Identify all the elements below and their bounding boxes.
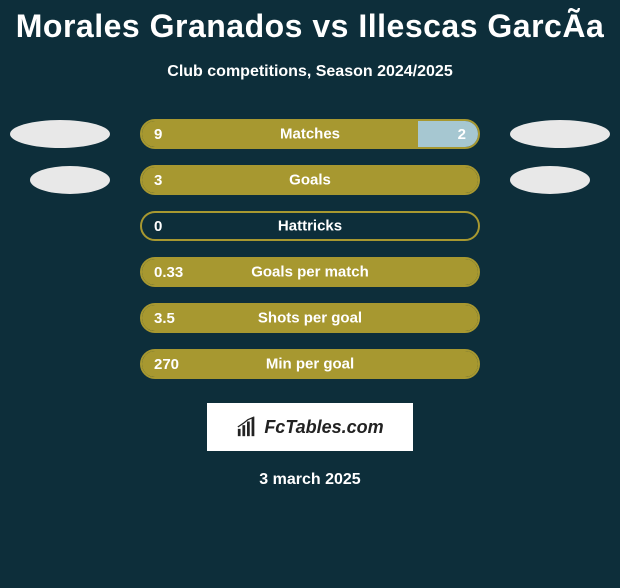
stat-value-left: 0.33 <box>142 264 183 281</box>
stat-bar-right <box>142 213 478 239</box>
player-logo-right <box>510 120 610 148</box>
stat-bar: 0.33Goals per match <box>140 257 480 287</box>
stat-row: 270Min per goal <box>0 349 620 379</box>
player-logo-left <box>10 120 110 148</box>
footer-logo-text: FcTables.com <box>264 417 383 438</box>
stat-bar-left: 270 <box>142 351 478 377</box>
page-subtitle: Club competitions, Season 2024/2025 <box>0 63 620 81</box>
stat-row: 3.5Shots per goal <box>0 303 620 333</box>
stat-row: 3Goals <box>0 165 620 195</box>
page-title: Morales Granados vs Illescas GarcÃ­a <box>0 8 620 45</box>
footer-date: 3 march 2025 <box>0 471 620 489</box>
stat-bar: 3Goals <box>140 165 480 195</box>
stat-bar-left: 3 <box>142 167 478 193</box>
stat-value-left: 3 <box>142 172 162 189</box>
stat-value-right: 2 <box>458 126 478 143</box>
footer-logo: FcTables.com <box>207 403 413 451</box>
player-logo-right <box>510 166 590 194</box>
stat-bar: 3.5Shots per goal <box>140 303 480 333</box>
stat-bar-left: 9 <box>142 121 418 147</box>
stat-value-left: 3.5 <box>142 310 175 327</box>
stat-bar-left: 3.5 <box>142 305 478 331</box>
stat-row: 0.33Goals per match <box>0 257 620 287</box>
stat-bar: 92Matches <box>140 119 480 149</box>
comparison-chart: 92Matches3Goals0Hattricks0.33Goals per m… <box>0 119 620 389</box>
fctables-icon <box>236 416 258 438</box>
stat-value-left: 270 <box>142 356 179 373</box>
player-logo-left <box>30 166 110 194</box>
stat-value-left: 9 <box>142 126 162 143</box>
stat-row: 92Matches <box>0 119 620 149</box>
stat-bar: 0Hattricks <box>140 211 480 241</box>
stat-bar-left: 0.33 <box>142 259 478 285</box>
stat-bar: 270Min per goal <box>140 349 480 379</box>
stat-bar-right: 2 <box>418 121 478 147</box>
stat-row: 0Hattricks <box>0 211 620 241</box>
